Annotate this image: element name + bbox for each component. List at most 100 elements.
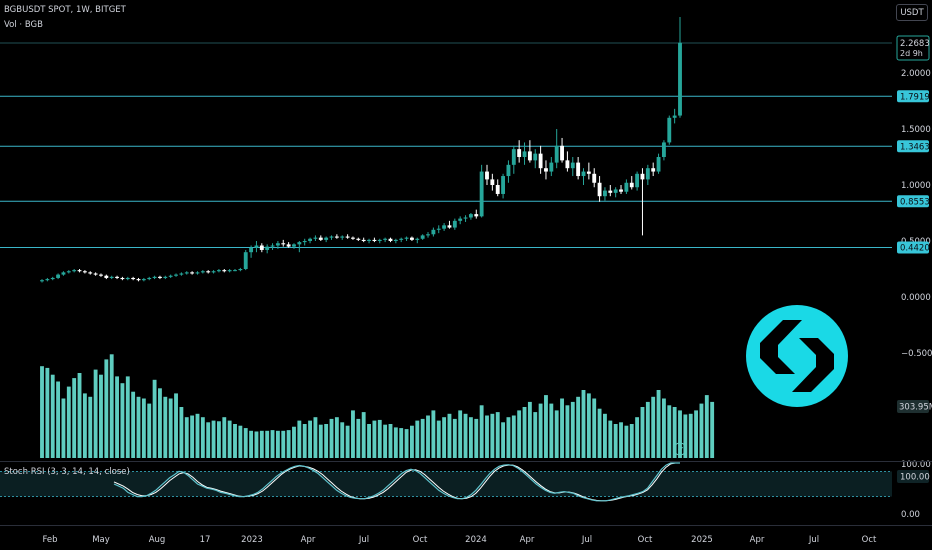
volume-bar: [640, 407, 645, 458]
volume-bar: [527, 401, 532, 458]
time-tick-label: Jul: [358, 535, 369, 545]
candle-body: [667, 117, 672, 143]
candle-body: [206, 271, 211, 273]
candle-body: [174, 274, 178, 276]
volume-bar: [174, 393, 178, 458]
candle-body: [329, 236, 334, 238]
candle-body: [82, 271, 87, 273]
volume-bar: [40, 366, 44, 458]
volume-bar: [270, 430, 275, 458]
candle-body: [436, 228, 441, 230]
stoch-rsi-legend[interactable]: Stoch RSI (3, 3, 14, 14, close): [4, 467, 130, 477]
volume-bar: [372, 420, 377, 458]
volume-bar: [254, 431, 259, 458]
candle-body: [275, 243, 280, 246]
volume-badge-value: 303.95M: [899, 403, 932, 413]
volume-bar: [109, 354, 114, 458]
volume-bar: [570, 401, 575, 458]
candle-body: [270, 245, 275, 247]
volume-bar: [581, 390, 586, 458]
candle-body: [560, 145, 564, 161]
candle-body: [490, 179, 495, 185]
volume-bar: [554, 410, 559, 458]
candle-body: [426, 234, 430, 236]
price-tick-label: 2.0000: [901, 69, 931, 79]
candle-body: [249, 247, 254, 253]
time-axis[interactable]: Feb May Aug 17 2023 Apr Jul Oct 2024 Apr Jul Oct 202…: [42, 535, 877, 545]
volume-bar: [404, 429, 409, 458]
candle-body: [216, 270, 221, 272]
candle-body: [383, 238, 388, 240]
candle-body: [672, 115, 677, 118]
time-tick-label: Jul: [581, 535, 592, 545]
volume-bar: [313, 417, 318, 458]
candle-body: [93, 273, 98, 275]
volume-bar: [667, 405, 672, 458]
candle-body: [243, 252, 248, 269]
volume-bar: [356, 418, 361, 458]
candle-body: [442, 225, 447, 229]
volume-bar: [383, 424, 388, 458]
candle-body: [538, 153, 543, 169]
candle-body: [147, 277, 152, 280]
currency-button[interactable]: USDT: [896, 4, 928, 21]
candle-body: [463, 217, 468, 219]
level-badge-value: 0.4420: [900, 244, 930, 254]
volume-bar: [544, 395, 548, 458]
volume-bar: [651, 396, 656, 458]
candle-body: [431, 229, 436, 235]
candle-body: [168, 275, 173, 277]
volume-bar: [308, 420, 312, 458]
candle-body: [640, 173, 645, 180]
candle-body: [447, 225, 452, 228]
volume-bar: [463, 413, 468, 458]
volume-bar: [624, 425, 629, 458]
candle-body: [377, 239, 382, 241]
rsi-pane-separator: [0, 461, 932, 462]
candle-body: [120, 277, 125, 280]
volume-bar: [297, 420, 302, 458]
candle-body: [415, 238, 420, 240]
candle-body: [388, 238, 393, 241]
volume-bar: [152, 379, 157, 458]
candle-body: [501, 176, 506, 194]
level-badge-value: 0.8553: [900, 197, 930, 207]
volume-bar: [61, 398, 66, 458]
candle-body: [570, 162, 575, 169]
candle-body: [281, 243, 286, 245]
candle-body: [233, 270, 237, 272]
price-axis[interactable]: 2.00001.50001.00000.50000.0000−0.50002.2…: [673, 35, 932, 520]
rsi-k-line: [113, 462, 680, 502]
logo-mark-lower: [792, 338, 834, 392]
volume-bar: [501, 422, 506, 458]
candle-body: [678, 42, 682, 116]
volume-bar: [168, 398, 173, 458]
candle-body: [603, 190, 607, 197]
volume-bar: [72, 378, 77, 458]
candle-body: [651, 168, 656, 172]
candle-body: [458, 218, 463, 221]
candle-body: [66, 271, 71, 273]
volume-bar: [66, 386, 71, 458]
candle-body: [361, 239, 366, 241]
symbol-title[interactable]: BGBUSDT SPOT, 1W, BITGET: [4, 5, 126, 15]
volume-bar: [474, 418, 479, 458]
volume-bar: [238, 425, 243, 458]
candle-body: [190, 272, 195, 274]
volume-bar: [184, 417, 189, 458]
candle-body: [286, 244, 291, 247]
volume-bar: [420, 418, 425, 458]
volume-bar: [211, 420, 216, 458]
stoch-rsi-pane: [0, 462, 892, 502]
rsi-tick-label: 100.00: [901, 460, 931, 470]
volume-bar: [549, 403, 554, 458]
volume-bar: [388, 424, 393, 458]
volume-bar: [442, 417, 447, 458]
candle-body: [554, 145, 559, 163]
candle-body: [485, 171, 489, 180]
volume-bar: [206, 422, 211, 458]
candle-body: [152, 276, 157, 278]
volume-legend[interactable]: Vol · BGB: [4, 20, 43, 30]
candle-body: [544, 168, 548, 172]
